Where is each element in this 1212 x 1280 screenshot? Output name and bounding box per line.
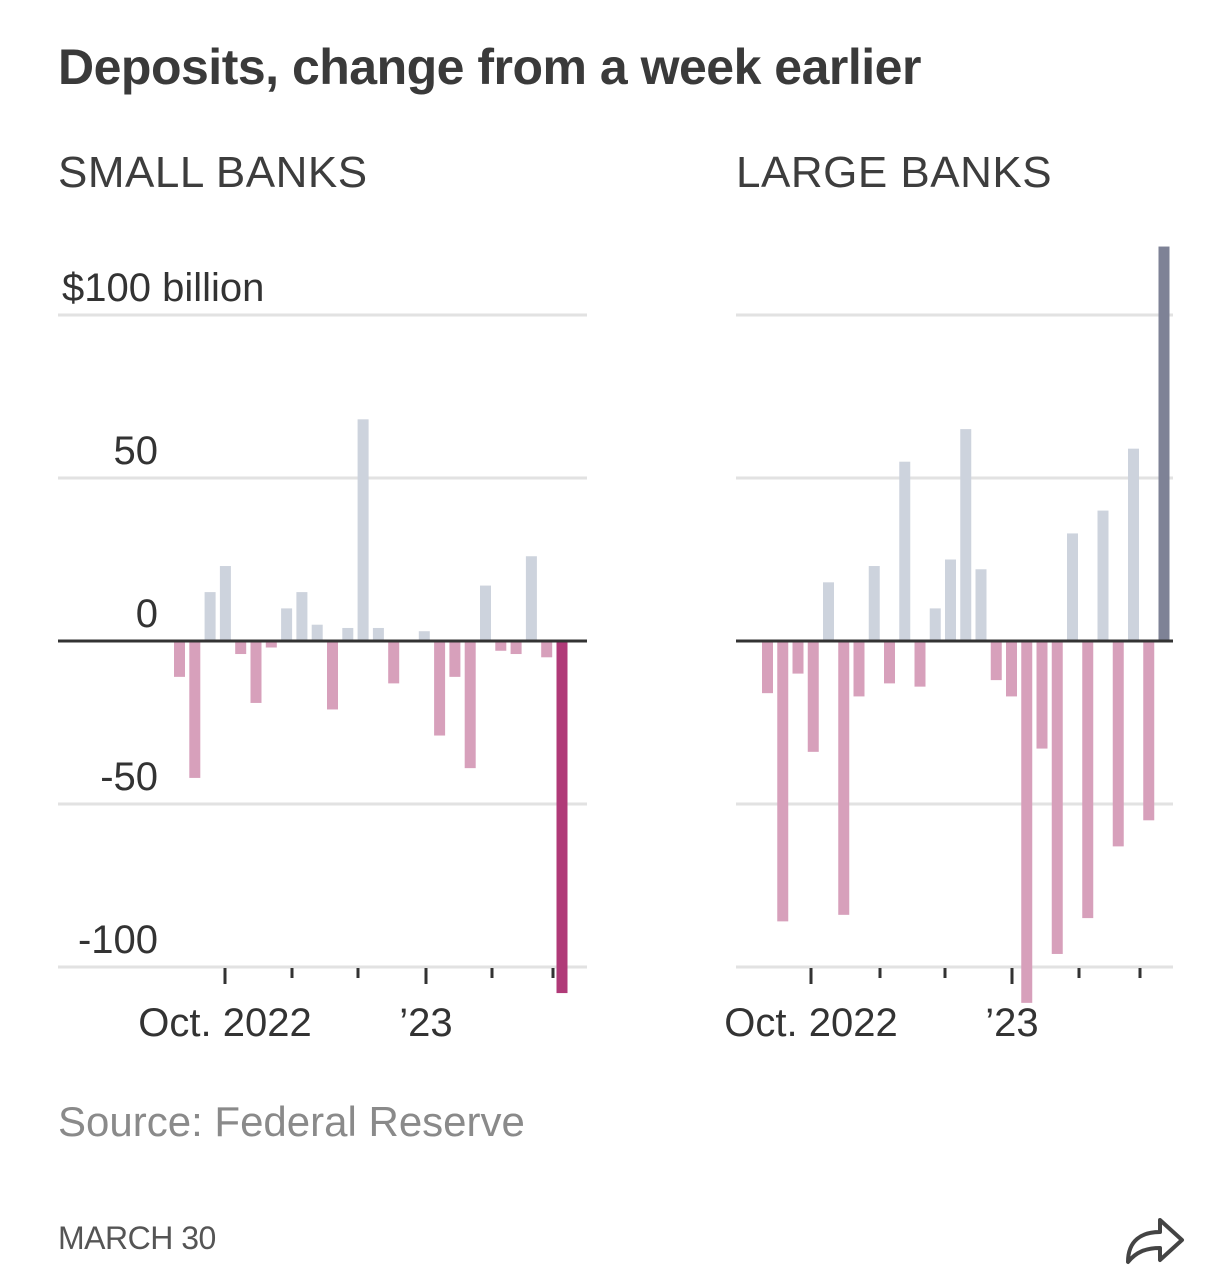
small-y-tick-label: $100 billion xyxy=(62,266,264,310)
large-bar xyxy=(868,566,880,641)
large-bar xyxy=(762,641,773,694)
large-bar xyxy=(960,429,972,641)
share-arrow-icon[interactable] xyxy=(1120,1210,1190,1270)
small-x-tick-label: ’23 xyxy=(399,1001,452,1045)
small-bar xyxy=(372,627,384,641)
small-bar xyxy=(219,566,231,641)
small-bar xyxy=(480,585,491,641)
small-y-tick-label: -50 xyxy=(100,755,158,799)
large-bar xyxy=(1036,641,1048,749)
small-bar xyxy=(418,631,430,641)
small-bar xyxy=(495,641,507,651)
panel-title-small-banks: SMALL BANKS xyxy=(58,148,368,197)
large-bar xyxy=(899,461,911,641)
large-bar xyxy=(990,641,1002,681)
small-bar xyxy=(556,641,568,994)
large-bar xyxy=(1143,641,1155,821)
small-bar xyxy=(449,641,461,677)
large-bar xyxy=(792,641,804,674)
small-bar xyxy=(388,641,400,684)
large-bar xyxy=(1051,641,1063,954)
large-x-tick-label: ’23 xyxy=(985,1001,1038,1045)
small-bar xyxy=(189,641,201,778)
large-bar xyxy=(807,641,819,752)
small-bar xyxy=(541,641,553,658)
chart-title: Deposits, change from a week earlier xyxy=(58,39,921,95)
large-banks-panel: Oct. 2022 ’23 xyxy=(724,246,1173,1045)
large-bar xyxy=(975,569,987,641)
large-bar xyxy=(777,641,789,922)
small-bar xyxy=(510,641,522,655)
panel-title-large-banks: LARGE BANKS xyxy=(736,148,1053,197)
large-bar xyxy=(853,641,865,697)
large-x-tick-label: Oct. 2022 xyxy=(724,1001,897,1045)
large-bar xyxy=(914,641,926,687)
large-bar xyxy=(1021,641,1033,1003)
large-bar xyxy=(1128,448,1139,641)
small-bar xyxy=(265,641,277,648)
small-bar xyxy=(525,556,537,641)
small-bar xyxy=(204,592,216,641)
large-bar xyxy=(945,559,956,641)
small-y-tick-label: 0 xyxy=(136,592,158,636)
small-banks-panel: $100 billion 50 0 -50 -100 Oct. 2022 ’23 xyxy=(58,266,587,1045)
small-bar xyxy=(311,624,323,641)
small-bar xyxy=(464,641,476,769)
small-x-tick-label: Oct. 2022 xyxy=(138,1001,311,1045)
large-bar xyxy=(823,582,834,641)
small-bar xyxy=(342,627,354,641)
large-bar xyxy=(1158,246,1170,642)
small-y-tick-label: 50 xyxy=(114,429,159,473)
large-bar xyxy=(929,608,941,641)
large-bar xyxy=(884,641,895,684)
small-bar xyxy=(296,592,308,641)
small-bar xyxy=(434,641,446,736)
large-bar xyxy=(838,641,850,915)
small-y-tick-label: -100 xyxy=(78,918,158,962)
large-bar xyxy=(1082,641,1094,919)
small-bar xyxy=(327,641,338,710)
small-bar xyxy=(250,641,262,703)
small-bar xyxy=(174,641,185,677)
source-note: Source: Federal Reserve xyxy=(58,1098,525,1145)
small-bar xyxy=(281,608,293,641)
small-bar xyxy=(357,419,369,641)
small-bar xyxy=(235,641,247,655)
large-bar xyxy=(1067,533,1078,641)
large-bar xyxy=(1006,641,1017,697)
large-bar xyxy=(1097,510,1109,641)
publish-date: MARCH 30 xyxy=(58,1220,216,1256)
large-bar xyxy=(1112,641,1124,847)
